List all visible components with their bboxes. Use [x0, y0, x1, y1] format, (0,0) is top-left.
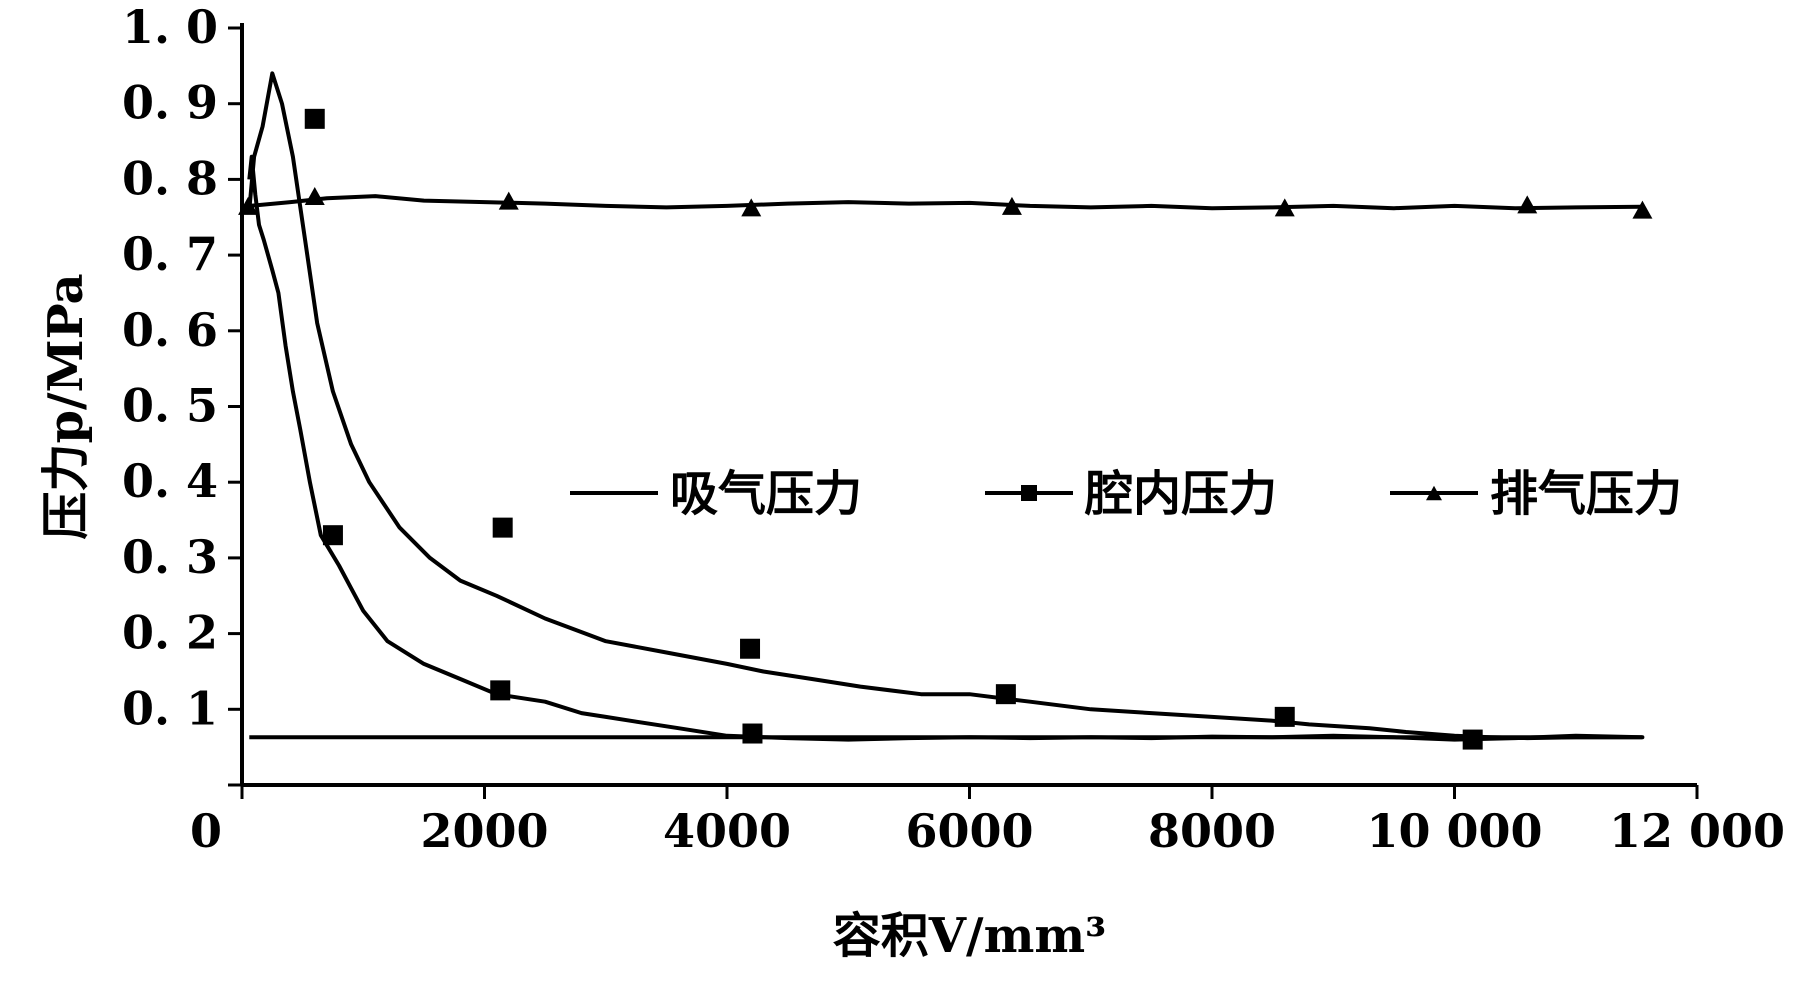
y-tick-label: 0. 9 [122, 76, 218, 130]
triangle-marker [1274, 198, 1295, 217]
series-line-2 [249, 194, 1643, 211]
x-tick-label: 6000 [905, 804, 1033, 858]
legend-chamber-label: 腔内压力 [1084, 466, 1277, 522]
series-layer [247, 71, 1645, 742]
y-tick-label: 0. 5 [122, 379, 218, 433]
y-tick-label: 0. 8 [122, 151, 218, 205]
x-tick-label: 2000 [420, 804, 548, 858]
y-tick-label: 0. 3 [122, 530, 218, 584]
y-tick-label: 1. 0 [122, 0, 218, 54]
y-tick-label: 0. 1 [122, 681, 218, 735]
markers-layer [238, 108, 1653, 750]
y-axis-title: 压力p/MPa [38, 273, 94, 539]
square-marker [304, 108, 325, 129]
legend-chamber-marker [1021, 485, 1037, 501]
square-marker [1274, 706, 1295, 727]
square-marker [740, 638, 761, 659]
legend-discharge-label: 排气压力 [1490, 466, 1682, 522]
legend-suction-label: 吸气压力 [670, 466, 862, 522]
square-marker [995, 684, 1016, 705]
square-marker [492, 517, 513, 538]
square-marker [742, 723, 763, 744]
x-tick-label: 10 000 [1366, 804, 1542, 858]
triangle-marker [1517, 195, 1538, 214]
triangle-marker [304, 187, 325, 206]
x-axis-title: 容积V/mm³ [833, 908, 1106, 964]
legend-discharge-marker [1426, 485, 1442, 501]
square-marker [1462, 729, 1483, 750]
triangle-marker [1001, 196, 1022, 215]
x-tick-label: 0 [190, 804, 222, 858]
triangle-marker [741, 198, 762, 217]
triangle-marker [238, 196, 259, 215]
x-tick-label: 12 000 [1609, 804, 1785, 858]
square-marker [322, 525, 343, 546]
x-tick-label: 4000 [663, 804, 791, 858]
legend: 吸气压力 腔内压力 排气压力 [570, 466, 1682, 522]
y-tick-label: 0. 2 [122, 606, 218, 660]
axes: 0. 1 0. 2 0. 3 0. 4 0. 5 0. 6 0. 7 0. 8 0. 9 1. 0… [38, 0, 1785, 964]
triangle-marker [1632, 200, 1653, 219]
series-line-1 [247, 71, 1645, 742]
y-tick-label: 0. 4 [122, 454, 218, 508]
x-tick-label: 8000 [1148, 804, 1276, 858]
y-tick-label: 0. 6 [122, 303, 218, 357]
triangle-marker [498, 191, 519, 210]
y-tick-label: 0. 7 [122, 227, 218, 281]
square-marker [490, 680, 511, 701]
